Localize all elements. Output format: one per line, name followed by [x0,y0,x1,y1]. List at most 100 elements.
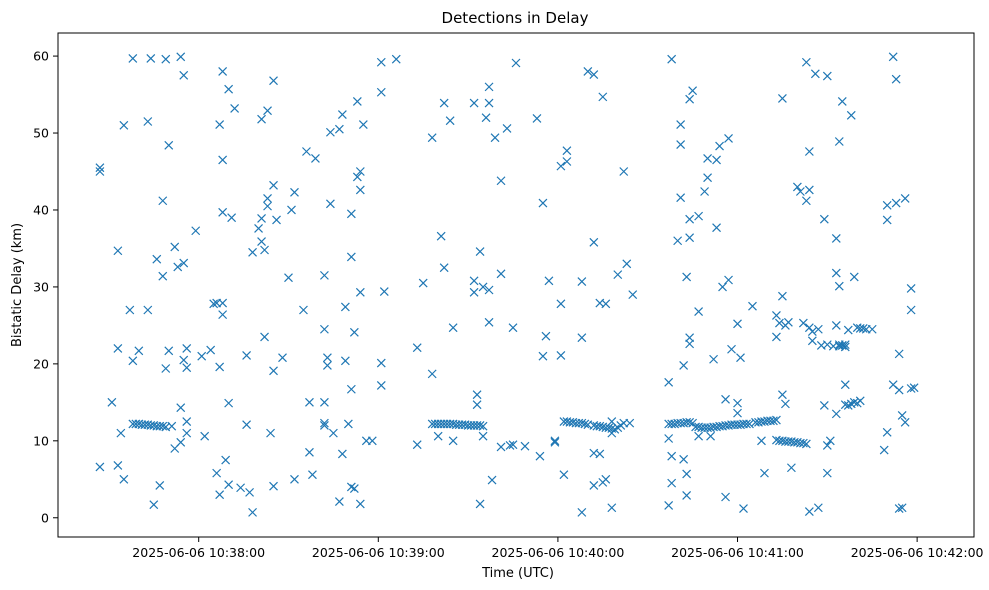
data-point [855,396,865,406]
data-point [595,449,605,459]
data-point [418,278,428,288]
data-point [694,211,704,221]
data-point [475,421,485,430]
data-point [556,299,566,309]
data-point [556,161,566,171]
data-point [583,67,593,76]
data-point [212,468,222,478]
data-point [352,172,362,182]
data-point [242,350,252,360]
data-point [260,332,269,342]
data-point [757,436,766,446]
x-axis-label: Time (UTC) [481,566,554,581]
data-point [218,207,228,217]
data-point [676,193,686,203]
data-point [798,318,808,328]
data-point [355,167,365,176]
data-point [556,350,566,360]
data-point [206,345,216,355]
data-point [837,97,847,106]
data-point [777,93,787,103]
data-point [813,324,823,334]
data-point [721,492,730,502]
data-point [191,226,201,236]
data-point [703,153,713,163]
data-point [792,182,802,192]
data-point [161,364,171,373]
data-point [777,291,787,301]
data-point [840,380,850,390]
data-point [607,428,617,438]
data-point [170,242,180,252]
data-point [487,475,497,485]
data-point [664,434,674,443]
data-point [822,441,832,450]
data-point [772,415,781,425]
data-point [882,200,892,210]
data-point [119,120,129,130]
data-point [813,503,823,513]
data-point [577,277,587,286]
data-point [682,469,692,479]
data-point [733,408,742,418]
data-point [197,351,207,361]
data-point [804,323,814,333]
data-point [146,53,156,63]
data-point [769,416,778,426]
data-point [601,299,611,309]
data-point [248,247,257,257]
data-point [119,474,129,484]
data-point [478,431,488,441]
chart-title: Detections in Delay [442,9,589,27]
data-point [269,76,278,86]
x-tick-label: 2025-06-06 10:42:00 [851,545,984,560]
data-point [319,418,329,428]
data-point [703,173,713,183]
scatter-series [95,52,919,517]
data-point [224,398,234,408]
data-point [783,317,793,327]
y-axis-label: Bistatic Delay (km) [10,223,25,347]
data-point [412,440,422,450]
data-point [179,258,189,268]
data-point [906,284,916,293]
plot-area [57,32,975,538]
data-point [379,287,389,296]
data-point [325,127,335,137]
data-point [484,317,494,327]
data-point [269,366,278,376]
data-point [334,497,344,507]
data-point [888,52,898,62]
data-point [164,346,174,356]
data-point [900,417,910,427]
data-point [831,234,841,243]
data-point [894,504,904,513]
data-point [346,209,356,219]
data-point [822,468,832,478]
data-point [224,84,234,94]
data-point [831,268,841,278]
data-point [511,58,521,68]
data-point [667,478,677,488]
data-point [128,53,138,63]
data-point [478,282,488,292]
x-tick-label: 2025-06-06 10:39:00 [312,545,445,560]
data-point [182,344,192,353]
data-point [819,214,829,224]
data-point [849,397,859,407]
data-point [849,272,859,282]
data-point [176,403,186,413]
data-point [906,305,916,315]
data-point [679,454,689,464]
data-point [685,417,695,427]
data-point [721,394,730,404]
y-tick-label: 40 [33,202,49,217]
data-point [909,383,919,393]
data-point [727,344,736,354]
data-point [472,400,482,410]
data-point [215,490,225,500]
x-tick-label: 2025-06-06 10:38:00 [132,545,265,560]
data-point [891,198,901,208]
data-point [337,110,347,119]
data-point [113,344,123,353]
